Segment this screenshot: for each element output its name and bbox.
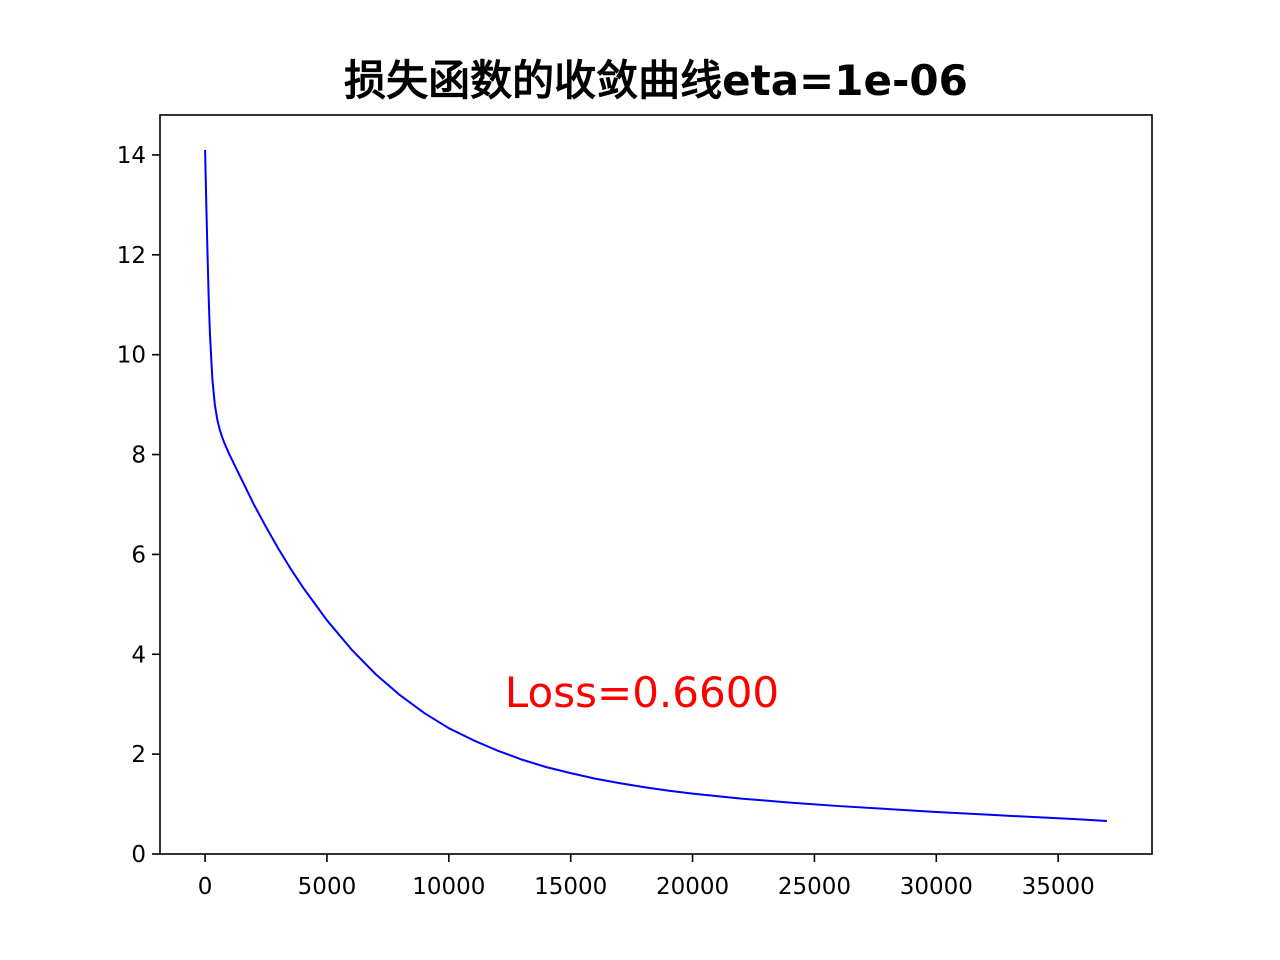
y-tick-label: 4 bbox=[131, 642, 146, 668]
y-tick-label: 14 bbox=[117, 143, 146, 169]
loss-annotation: Loss=0.6600 bbox=[505, 668, 779, 717]
plot-area bbox=[204, 149, 1107, 823]
y-tick-label: 10 bbox=[117, 343, 146, 369]
x-tick-label: 15000 bbox=[534, 874, 607, 900]
x-tick-label: 35000 bbox=[1022, 874, 1095, 900]
chart-title: 损失函数的收敛曲线eta=1e-06 bbox=[344, 56, 968, 105]
x-tick-label: 0 bbox=[198, 874, 213, 900]
y-tick-label: 2 bbox=[131, 742, 146, 768]
y-tick-label: 12 bbox=[117, 243, 146, 269]
x-axis: 0 5000 10000 15000 20000 25000 30000 35000 bbox=[198, 854, 1095, 900]
y-tick-label: 8 bbox=[131, 443, 146, 469]
annotations: Loss=0.6600 bbox=[505, 668, 779, 717]
y-tick-label: 0 bbox=[131, 842, 146, 868]
x-tick-label: 20000 bbox=[656, 874, 729, 900]
y-tick-label: 6 bbox=[131, 542, 146, 568]
series-line-0 bbox=[204, 149, 1107, 823]
y-axis: 0 2 4 6 8 10 12 14 bbox=[117, 143, 160, 868]
x-tick-label: 5000 bbox=[298, 874, 357, 900]
axes-frame bbox=[159, 114, 1153, 855]
x-tick-label: 10000 bbox=[412, 874, 485, 900]
x-tick-label: 30000 bbox=[900, 874, 973, 900]
x-tick-label: 25000 bbox=[778, 874, 851, 900]
